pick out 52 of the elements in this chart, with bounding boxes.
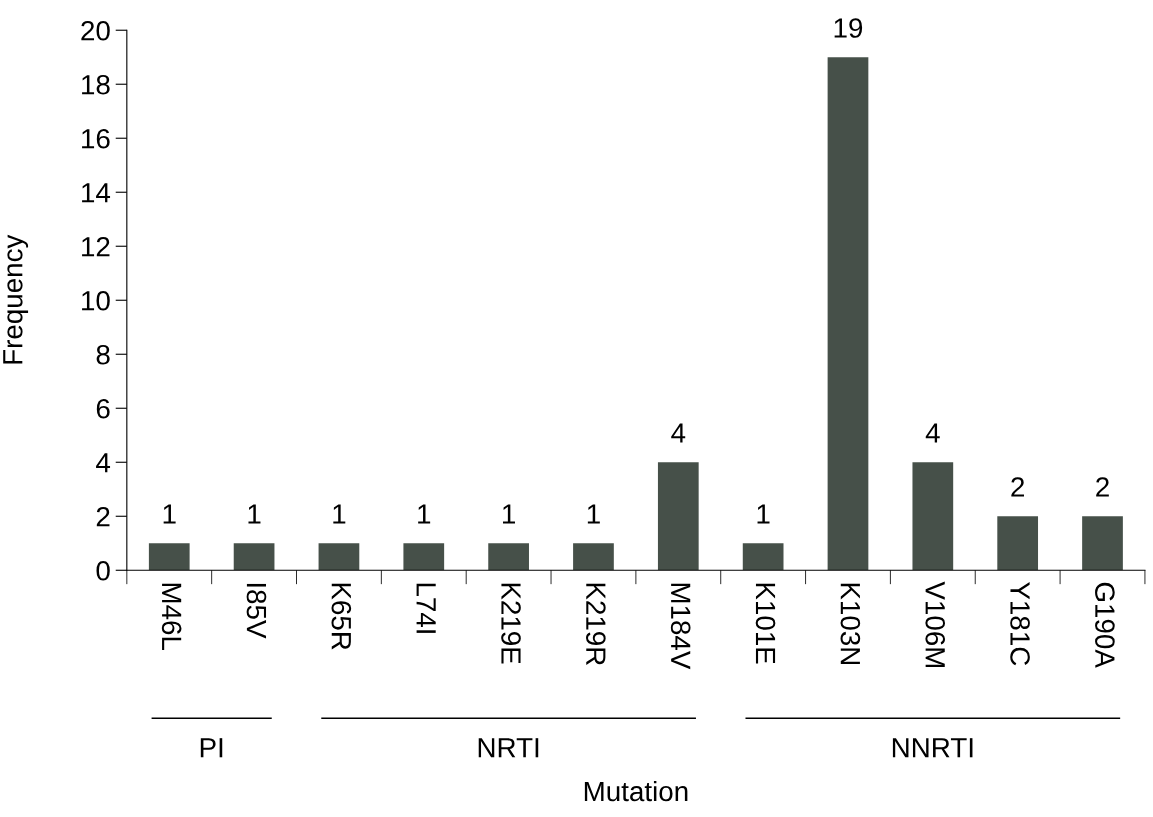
data-label: 1 [757,504,770,524]
x-tick-label: K219E [501,583,521,664]
x-tick-label: K103N [840,583,861,665]
bar [573,543,614,571]
bar [997,516,1039,571]
y-tick-label: 18 [82,74,110,95]
y-tick-label: 6 [96,398,110,419]
x-tick-label: V106M [925,581,946,668]
y-tick-label: 16 [82,128,110,149]
bar [233,543,275,571]
bar [742,543,784,571]
data-label: 1 [503,504,515,524]
data-label: 4 [671,423,686,443]
data-label: 1 [587,504,600,524]
y-axis-title: Frequency [3,234,29,364]
x-tick-label: K219R [586,583,606,666]
x-tick-label: G190A [1095,582,1115,668]
bar [148,543,190,571]
y-tick-label: 10 [82,290,110,311]
x-tick-label: Y181C [1010,581,1030,666]
bar [318,543,360,571]
bar [657,462,699,571]
y-tick-label: 2 [96,506,110,527]
x-tick-label: M184V [670,583,691,670]
y-tick-label: 0 [96,560,110,581]
bar [1082,516,1123,571]
bar [403,543,445,571]
data-label: 1 [333,504,346,524]
data-label: 2 [1011,477,1024,497]
x-tick-label: I85V [246,583,267,639]
text: NNRTI [892,738,973,758]
bar [912,462,954,571]
data-label: 1 [418,504,431,524]
x-axis-title: Mutation [584,780,688,802]
data-label: 1 [248,504,261,524]
bar [827,57,869,571]
x-tick-label: K65R [331,583,352,650]
x-tick-label: L74I [416,583,436,633]
bar [488,543,529,571]
y-tick-label: 8 [96,344,110,365]
text: NRTI [478,738,539,758]
data-label: 1 [163,504,176,524]
y-tick-label: 4 [96,453,111,473]
data-label: 19 [834,18,863,38]
data-label: 4 [925,423,940,443]
x-tick-label: M46L [161,583,182,650]
y-tick-label: 12 [82,236,110,257]
y-tick-label: 14 [82,183,111,203]
text: PI [200,738,223,758]
x-tick-label: K101E [755,583,776,664]
data-label: 2 [1096,477,1109,497]
y-tick-label: 20 [81,20,110,41]
